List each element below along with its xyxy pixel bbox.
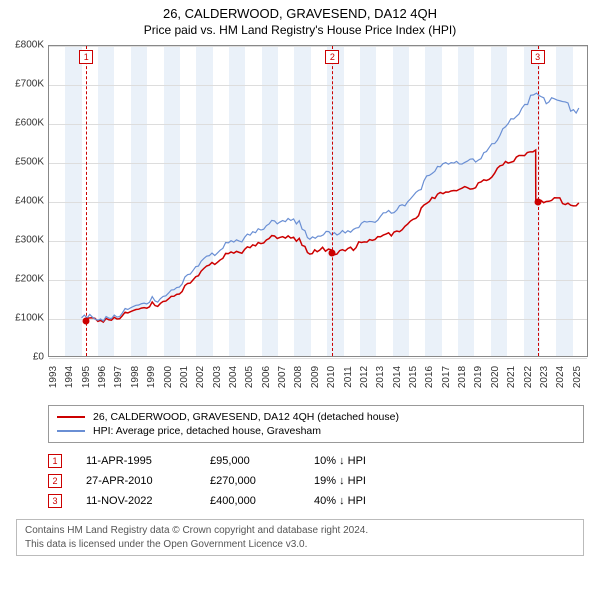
x-tick-label: 2017: [441, 366, 452, 388]
x-tick-label: 1998: [130, 366, 141, 388]
transaction-date: 11-APR-1995: [86, 455, 186, 467]
x-tick-label: 2015: [408, 366, 419, 388]
x-tick-label: 2001: [179, 366, 190, 388]
x-tick-label: 1997: [113, 366, 124, 388]
chart-marker-badge: 1: [79, 50, 93, 64]
legend-item: 26, CALDERWOOD, GRAVESEND, DA12 4QH (det…: [57, 410, 575, 424]
y-axis-labels: £0£100K£200K£300K£400K£500K£600K£700K£80…: [8, 45, 48, 357]
footer-line: This data is licensed under the Open Gov…: [25, 538, 575, 552]
marker-badge: 3: [48, 494, 62, 508]
x-tick-label: 2023: [539, 366, 550, 388]
x-tick-label: 2007: [277, 366, 288, 388]
transactions-table: 1 11-APR-1995 £95,000 10% ↓ HPI 2 27-APR…: [48, 451, 584, 511]
x-tick-label: 2002: [195, 366, 206, 388]
x-tick-label: 2013: [375, 366, 386, 388]
marker-badge: 1: [48, 454, 62, 468]
event-line: [332, 46, 333, 356]
x-tick-label: 2020: [490, 366, 501, 388]
marker-badge: 2: [48, 474, 62, 488]
y-tick-label: £500K: [15, 157, 44, 168]
legend-swatch: [57, 430, 85, 432]
transaction-price: £95,000: [210, 455, 290, 467]
x-tick-label: 2012: [359, 366, 370, 388]
y-tick-label: £0: [33, 352, 44, 363]
x-tick-label: 2003: [212, 366, 223, 388]
y-tick-label: £700K: [15, 79, 44, 90]
legend-swatch: [57, 416, 85, 418]
y-tick-label: £800K: [15, 40, 44, 51]
plot-area: 1 2 3: [48, 45, 588, 357]
chart-marker-badge: 3: [531, 50, 545, 64]
x-tick-label: 2019: [473, 366, 484, 388]
x-tick-label: 2010: [326, 366, 337, 388]
y-tick-label: £300K: [15, 235, 44, 246]
x-tick-label: 1994: [64, 366, 75, 388]
legend-item: HPI: Average price, detached house, Grav…: [57, 424, 575, 438]
chart: £0£100K£200K£300K£400K£500K£600K£700K£80…: [8, 45, 592, 405]
x-tick-label: 2016: [424, 366, 435, 388]
x-tick-label: 2022: [523, 366, 534, 388]
chart-lines: [49, 46, 587, 356]
transaction-date: 27-APR-2010: [86, 475, 186, 487]
transaction-delta: 10% ↓ HPI: [314, 455, 404, 467]
footer: Contains HM Land Registry data © Crown c…: [16, 519, 584, 556]
data-point-dot: [329, 249, 336, 256]
x-tick-label: 2004: [228, 366, 239, 388]
y-tick-label: £100K: [15, 313, 44, 324]
page-title: 26, CALDERWOOD, GRAVESEND, DA12 4QH: [8, 6, 592, 21]
series-line-hpi: [82, 93, 579, 321]
page-subtitle: Price paid vs. HM Land Registry's House …: [8, 23, 592, 37]
x-tick-label: 2006: [261, 366, 272, 388]
legend-label: HPI: Average price, detached house, Grav…: [93, 425, 321, 437]
x-tick-label: 2025: [572, 366, 583, 388]
event-line: [86, 46, 87, 356]
data-point-dot: [534, 199, 541, 206]
legend-label: 26, CALDERWOOD, GRAVESEND, DA12 4QH (det…: [93, 411, 399, 423]
x-tick-label: 2011: [343, 366, 354, 388]
transaction-price: £400,000: [210, 495, 290, 507]
table-row: 3 11-NOV-2022 £400,000 40% ↓ HPI: [48, 491, 584, 511]
legend: 26, CALDERWOOD, GRAVESEND, DA12 4QH (det…: [48, 405, 584, 443]
x-tick-label: 2008: [293, 366, 304, 388]
transaction-date: 11-NOV-2022: [86, 495, 186, 507]
table-row: 1 11-APR-1995 £95,000 10% ↓ HPI: [48, 451, 584, 471]
x-tick-label: 1993: [48, 366, 59, 388]
chart-marker-badge: 2: [325, 50, 339, 64]
x-tick-label: 1999: [146, 366, 157, 388]
table-row: 2 27-APR-2010 £270,000 19% ↓ HPI: [48, 471, 584, 491]
x-tick-label: 2018: [457, 366, 468, 388]
y-tick-label: £200K: [15, 274, 44, 285]
x-tick-label: 1996: [97, 366, 108, 388]
data-point-dot: [83, 317, 90, 324]
x-tick-label: 2005: [244, 366, 255, 388]
footer-line: Contains HM Land Registry data © Crown c…: [25, 524, 575, 538]
x-tick-label: 2009: [310, 366, 321, 388]
transaction-delta: 19% ↓ HPI: [314, 475, 404, 487]
x-tick-label: 2000: [163, 366, 174, 388]
x-tick-label: 1995: [81, 366, 92, 388]
x-axis-labels: 1993 1994 1995 1996 1997 1998 1999 2000 2001 2002…: [48, 359, 588, 405]
transaction-delta: 40% ↓ HPI: [314, 495, 404, 507]
y-tick-label: £600K: [15, 118, 44, 129]
y-tick-label: £400K: [15, 196, 44, 207]
x-tick-label: 2024: [555, 366, 566, 388]
transaction-price: £270,000: [210, 475, 290, 487]
x-tick-label: 2021: [506, 366, 517, 388]
x-tick-label: 2014: [392, 366, 403, 388]
